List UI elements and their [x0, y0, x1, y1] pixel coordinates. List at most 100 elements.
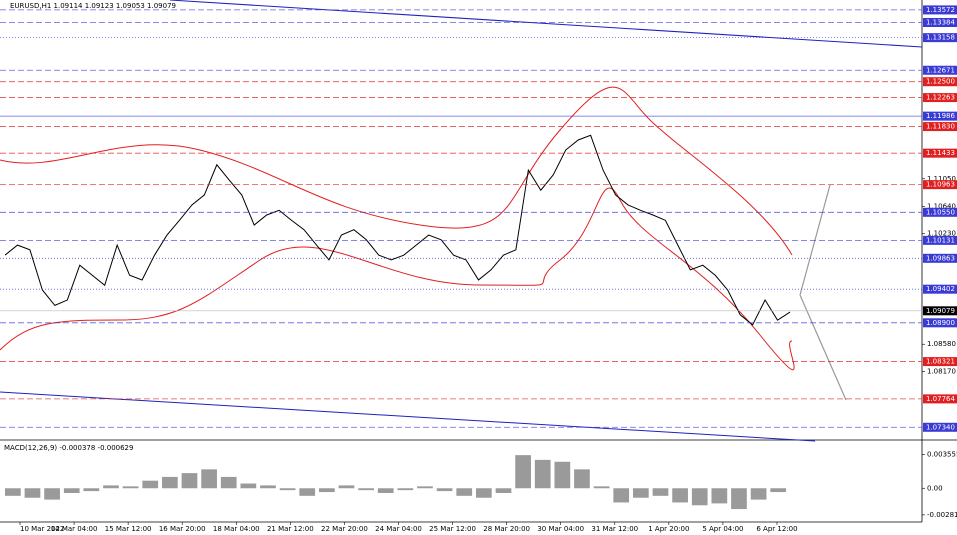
macd-bar [731, 488, 747, 510]
macd-bar [691, 488, 708, 506]
level-label-box [923, 207, 957, 217]
macd-bar [319, 488, 335, 493]
macd-bar [122, 486, 139, 489]
level-label: 1.12671 [926, 66, 955, 74]
x-tick-label: 25 Mar 12:00 [429, 525, 476, 533]
y-tick-label: -0.002814 [927, 511, 957, 519]
macd-bar [260, 485, 276, 489]
level-label-box [923, 318, 957, 328]
macd-bar [593, 486, 610, 489]
level-label-box [923, 122, 957, 132]
x-tick-label: 1 Apr 20:00 [648, 525, 689, 533]
y-tick-label: 1.11050 [927, 175, 956, 183]
level-label: 1.09402 [926, 285, 955, 293]
x-tick-label: 31 Mar 12:00 [591, 525, 638, 533]
macd-bar [220, 476, 237, 489]
macd-bar [299, 488, 316, 496]
macd-bar [181, 473, 198, 489]
macd-bar [436, 488, 453, 492]
macd-bar [652, 488, 669, 496]
y-tick-label: 0.003555 [927, 451, 957, 459]
macd-bar [44, 488, 60, 500]
y-tick-label: 1.10230 [927, 230, 956, 238]
level-label-box [923, 180, 957, 190]
level-label: 1.11433 [926, 149, 955, 157]
level-label-box [923, 394, 957, 404]
x-tick-label: 24 Mar 04:00 [375, 525, 422, 533]
level-label: 1.11986 [926, 112, 955, 120]
level-label-box [923, 422, 957, 432]
x-tick-label: 28 Mar 20:00 [483, 525, 530, 533]
x-tick-label: 21 Mar 12:00 [267, 525, 314, 533]
x-tick-label: 16 Mar 20:00 [159, 525, 206, 533]
level-label: 1.08900 [926, 319, 955, 327]
x-tick-label: 5 Apr 04:00 [702, 525, 743, 533]
level-label-box [923, 5, 957, 15]
macd-bar [770, 488, 787, 493]
level-label: 1.12263 [926, 94, 955, 102]
level-label-box [923, 111, 957, 121]
macd-bar [162, 476, 178, 489]
y-tick-label: 1.08170 [927, 368, 956, 376]
level-label: 1.10963 [926, 181, 955, 189]
x-tick-label: 6 Apr 12:00 [756, 525, 797, 533]
y-tick-label: 1.08580 [927, 340, 956, 348]
macd-bar [672, 488, 688, 503]
x-tick-label: 22 Mar 20:00 [321, 525, 368, 533]
macd-bar [103, 485, 119, 489]
macd-bar [201, 469, 217, 489]
y-tick-label: 0.00 [927, 484, 943, 492]
macd-bar [750, 488, 767, 500]
macd-bar [456, 488, 473, 496]
macd-bar [142, 480, 159, 489]
macd-bar [358, 488, 374, 491]
price-line [4, 134, 791, 326]
level-label-box [923, 77, 957, 87]
x-tick-label: 15 Mar 12:00 [105, 525, 152, 533]
macd-bar [495, 488, 512, 493]
level-label-box [923, 18, 957, 28]
level-label-box [923, 148, 957, 158]
macd-bar [515, 455, 531, 489]
level-label: 1.08321 [926, 358, 955, 366]
bollinger-upper [0, 86, 793, 256]
level-label-box [923, 284, 957, 294]
x-tick-label: 30 Mar 04:00 [537, 525, 584, 533]
level-label-box [923, 93, 957, 103]
macd-title: MACD(12,26,9) -0.000378 -0.000629 [4, 444, 133, 452]
level-label-box [923, 253, 957, 263]
level-label: 1.09863 [926, 254, 955, 262]
macd-bar [554, 461, 571, 489]
level-label: 1.10550 [926, 208, 955, 216]
level-label-box [923, 33, 957, 43]
macd-bar [338, 485, 355, 489]
trend-line [0, 391, 816, 442]
chart-title: EURUSD,H1 1.09114 1.09123 1.09053 1.0907… [10, 2, 176, 10]
macd-bar [83, 488, 100, 492]
macd-bar [5, 488, 21, 496]
macd-bar [63, 488, 80, 493]
level-label-box [923, 357, 957, 367]
level-label-box [923, 65, 957, 75]
macd-bar [397, 488, 414, 491]
level-label: 1.11830 [926, 123, 955, 131]
level-label: 1.13158 [926, 34, 955, 42]
macd-bar [377, 488, 394, 493]
macd-bar [240, 483, 257, 489]
level-label: 1.13572 [926, 6, 955, 14]
x-tick-label: 10 Mar 2022 [20, 525, 64, 533]
level-label: 1.13384 [926, 19, 955, 27]
level-label: 1.07340 [926, 423, 955, 431]
macd-bar [417, 486, 433, 489]
macd-bar [279, 488, 296, 491]
x-tick-label: 14 Mar 04:00 [51, 525, 98, 533]
x-tick-label: 18 Mar 04:00 [213, 525, 260, 533]
level-label: 1.12500 [926, 78, 955, 86]
current-price-label: 1.09079 [926, 307, 955, 315]
macd-bar [711, 488, 728, 504]
macd-bar [534, 459, 551, 489]
current-price-box [923, 306, 957, 316]
trend-line [169, 0, 923, 48]
